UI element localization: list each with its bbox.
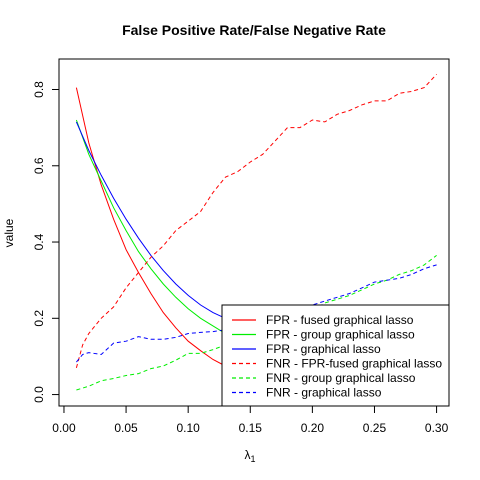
y-tick-label: 0.0 [32, 386, 46, 403]
series-line-2 [75, 119, 251, 343]
y-tick-label: 0.2 [32, 310, 46, 327]
x-tick-label: 0.00 [52, 421, 76, 435]
legend-label-5: FNR - group graphical lasso [266, 371, 416, 385]
x-tick-label: 0.05 [114, 421, 138, 435]
legend-label-2: FPR - group graphical lasso [266, 328, 415, 342]
x-tick-label: 0.20 [301, 421, 325, 435]
y-tick-label: 0.8 [32, 81, 46, 98]
x-axis-label-sub: 1 [250, 454, 255, 464]
legend-label-4: FNR - FPR-fused graphical lasso [266, 357, 442, 371]
x-axis-label: λ1 [244, 448, 255, 464]
x-axis-label-main: λ [244, 448, 250, 462]
x-axis: 0.00 0.05 0.10 0.15 0.20 0.25 0.30 [52, 405, 449, 435]
chart-title: False Positive Rate/False Negative Rate [122, 22, 386, 38]
legend-label-6: FNR - graphical lasso [266, 386, 382, 400]
x-tick-label: 0.15 [239, 421, 263, 435]
y-tick-label: 0.6 [32, 157, 46, 174]
x-tick-label: 0.25 [363, 421, 387, 435]
series-line-1 [75, 87, 239, 373]
series-line-4 [75, 73, 437, 369]
x-tick-label: 0.10 [176, 421, 200, 435]
legend-label-3: FPR - graphical lasso [266, 342, 381, 356]
legend-box [221, 304, 450, 407]
y-axis-label: value [2, 218, 16, 247]
series-line-3 [75, 121, 251, 328]
x-tick-label: 0.30 [425, 421, 449, 435]
legend-label-1: FPR - fused graphical lasso [266, 313, 414, 327]
y-tick-label: 0.4 [32, 233, 46, 250]
y-axis: 0.0 0.2 0.4 0.6 0.8 [32, 81, 60, 403]
